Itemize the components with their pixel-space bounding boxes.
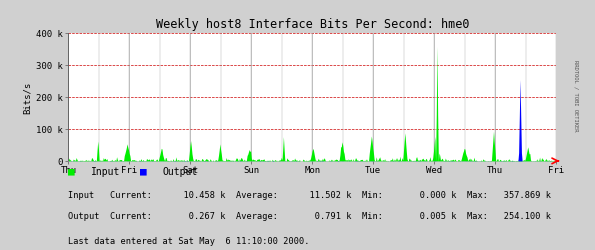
Text: Input   Current:      10.458 k  Average:      11.502 k  Min:       0.000 k  Max:: Input Current: 10.458 k Average: 11.502 … (68, 190, 552, 199)
Text: ■: ■ (68, 166, 75, 176)
Text: Output: Output (162, 166, 198, 176)
Text: Output  Current:       0.267 k  Average:       0.791 k  Min:       0.005 k  Max:: Output Current: 0.267 k Average: 0.791 k… (68, 211, 552, 220)
Text: ■: ■ (140, 166, 146, 176)
Text: RRDTOOL / TOBI OETIKER: RRDTOOL / TOBI OETIKER (574, 60, 578, 130)
Text: Last data entered at Sat May  6 11:10:00 2000.: Last data entered at Sat May 6 11:10:00 … (68, 236, 310, 245)
Y-axis label: Bits/s: Bits/s (23, 82, 32, 114)
Text: Input: Input (91, 166, 120, 176)
Title: Weekly host8 Interface Bits Per Second: hme0: Weekly host8 Interface Bits Per Second: … (156, 18, 469, 31)
